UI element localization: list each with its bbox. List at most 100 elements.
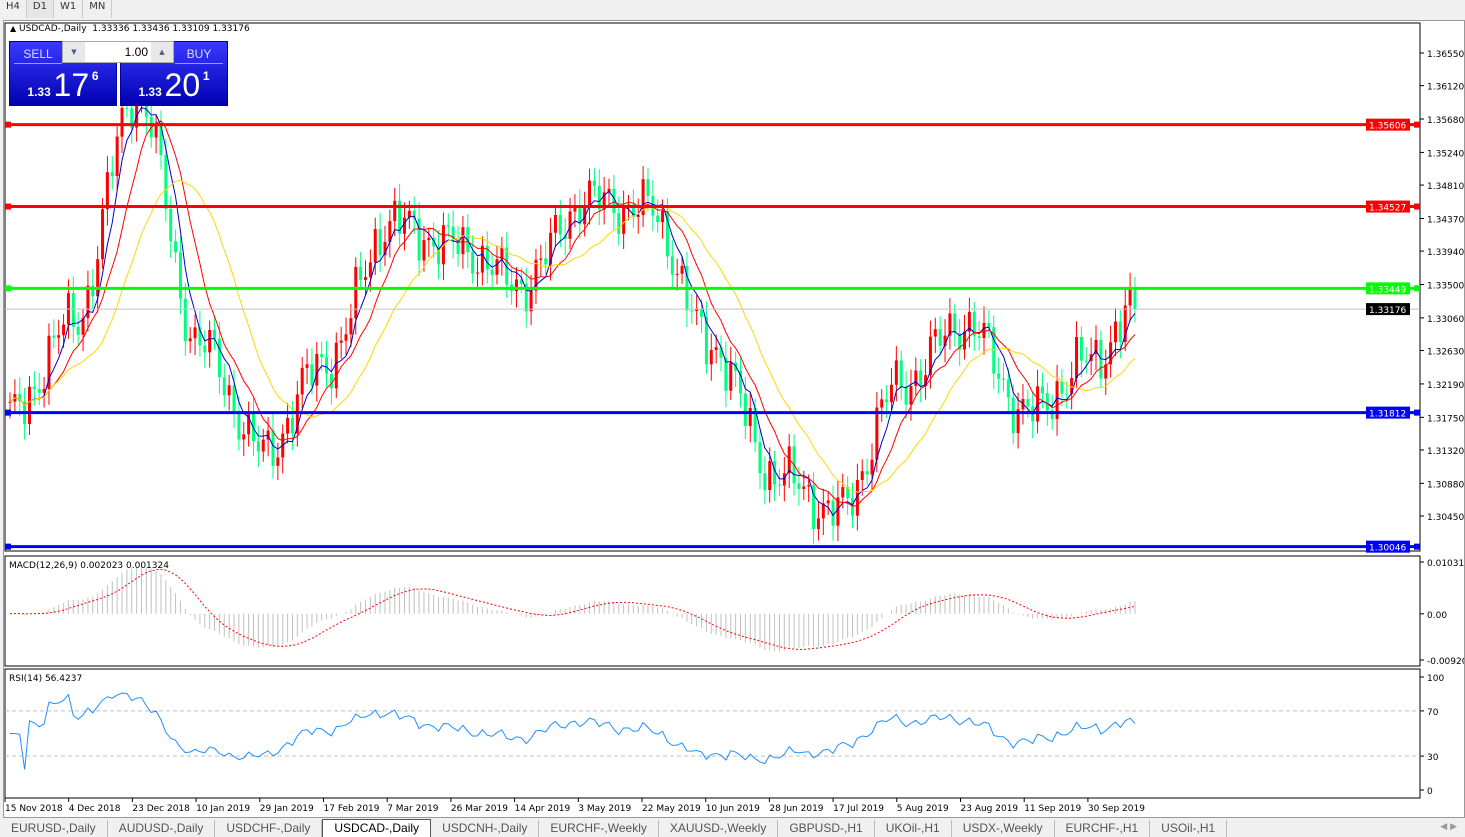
bear-candle	[1045, 393, 1049, 411]
date-label: 26 Mar 2019	[451, 804, 508, 814]
lot-decrease-icon[interactable]: ▼	[63, 42, 85, 62]
price-tick-label: 1.31750	[1427, 414, 1464, 424]
bull-candle	[402, 217, 406, 234]
tab-scroll-arrows-icon[interactable]: ◀ ▶	[1440, 822, 1457, 832]
bear-candle	[217, 338, 221, 378]
bull-candle	[349, 318, 353, 335]
bull-candle	[889, 384, 893, 403]
price-tick-label: 1.33500	[1427, 281, 1464, 291]
tab-gbpusd-h1[interactable]: GBPUSD-,H1	[778, 820, 875, 837]
bull-candle	[62, 324, 66, 336]
line-handle	[1414, 409, 1420, 416]
bear-candle	[997, 373, 1001, 379]
bull-candle	[641, 179, 645, 216]
bear-candle	[130, 108, 134, 128]
lot-increase-icon[interactable]: ▲	[151, 42, 173, 62]
bull-candle	[461, 227, 465, 255]
tf-h4[interactable]: H4	[0, 0, 27, 18]
bear-candle	[1026, 399, 1030, 407]
bull-candle	[914, 370, 918, 387]
line-handle	[5, 409, 11, 416]
tab-audusd-daily[interactable]: AUDUSD-,Daily	[108, 820, 216, 837]
buy-price-main: 20	[164, 67, 201, 103]
tf-w1[interactable]: W1	[54, 0, 84, 18]
bull-candle	[344, 334, 348, 341]
bear-candle	[519, 279, 523, 284]
bear-candle	[617, 213, 621, 234]
bull-candle	[96, 259, 100, 297]
tab-eurusd-daily[interactable]: EURUSD-,Daily	[0, 820, 108, 837]
collapse-triangle-icon[interactable]: ▲	[10, 24, 17, 33]
bear-candle	[159, 125, 163, 156]
bull-candle	[948, 313, 952, 336]
tab-usoil-h1[interactable]: USOil-,H1	[1150, 820, 1228, 837]
bear-candle	[417, 218, 421, 261]
bull-candle	[729, 362, 733, 391]
bear-candle	[32, 386, 36, 389]
bear-candle	[743, 393, 747, 426]
bull-candle	[573, 205, 577, 212]
tab-eurchf-weekly[interactable]: EURCHF-,Weekly	[539, 820, 659, 837]
line-price-tag	[1366, 282, 1410, 295]
bull-candle	[247, 413, 251, 435]
tab-usdcad-daily[interactable]: USDCAD-,Daily	[322, 819, 432, 837]
bear-candle	[1060, 381, 1064, 394]
bull-candle	[568, 211, 572, 239]
price-tick-label: 1.35680	[1427, 116, 1464, 126]
price-tick-label: 1.30880	[1427, 480, 1464, 490]
bull-candle	[1113, 321, 1117, 343]
bear-candle	[310, 364, 314, 386]
bear-candle	[451, 226, 455, 242]
sell-price: 1.33 17 6	[10, 69, 116, 101]
bear-candle	[1050, 410, 1054, 420]
bull-candle	[514, 279, 518, 292]
chart-window[interactable]: 1.36550 1.36120 1.35680 1.35240 1.34810 1.343…	[3, 20, 1465, 818]
date-label: 17 Jul 2019	[833, 804, 884, 814]
bear-candle	[203, 345, 207, 353]
tab-usdchf-daily[interactable]: USDCHF-,Daily	[215, 820, 323, 837]
bear-candle	[724, 357, 728, 391]
bear-candle	[71, 293, 75, 327]
bull-candle	[208, 329, 212, 353]
bear-candle	[1133, 288, 1137, 310]
date-label: 29 Jan 2019	[260, 804, 314, 814]
tab-eurchf-h1[interactable]: EURCHF-,H1	[1055, 820, 1151, 837]
bull-candle	[242, 434, 246, 440]
tf-mn[interactable]: MN	[83, 0, 113, 18]
tab-ukoil-h1[interactable]: UKOil-,H1	[875, 820, 952, 837]
lot-input[interactable]	[85, 42, 151, 62]
bear-candle	[753, 407, 757, 443]
bear-candle	[831, 500, 835, 526]
tab-usdx-weekly[interactable]: USDX-,Weekly	[952, 820, 1055, 837]
tab-usdcnh-daily[interactable]: USDCNH-,Daily	[431, 820, 540, 837]
price-tick-label: 1.31320	[1427, 447, 1464, 457]
bear-candle	[777, 484, 781, 486]
price-tick-label: 1.30450	[1427, 513, 1464, 523]
bear-candle	[919, 370, 923, 387]
bull-candle	[695, 309, 699, 312]
price-chart[interactable]: 1.36550 1.36120 1.35680 1.35240 1.34810 1.343…	[4, 21, 1464, 817]
bull-candle	[315, 353, 319, 386]
bear-candle	[125, 107, 129, 109]
bull-candle	[393, 200, 397, 222]
date-label: 23 Dec 2018	[132, 804, 190, 814]
bull-candle	[748, 407, 752, 426]
bear-candle	[237, 412, 241, 440]
bull-candle	[476, 272, 480, 274]
bull-candle	[193, 327, 197, 339]
buy-price-pip: 1	[202, 69, 210, 83]
bear-candle	[1040, 386, 1044, 394]
bear-candle	[773, 461, 777, 485]
bear-candle	[256, 441, 260, 452]
buy-price: 1.33 20 1	[121, 69, 227, 101]
bull-candle	[115, 136, 119, 176]
lot-stepper[interactable]: ▼ ▲	[62, 41, 174, 63]
bear-candle	[865, 471, 869, 475]
tab-xauusd-weekly[interactable]: XAUUSD-,Weekly	[659, 820, 779, 837]
bear-candle	[213, 329, 217, 339]
current-price-tag	[1366, 303, 1410, 316]
macd-tick-label: 0.010311	[1427, 559, 1464, 569]
bull-candle	[807, 485, 811, 487]
tf-d1[interactable]: D1	[26, 0, 54, 18]
bear-candle	[91, 285, 95, 297]
